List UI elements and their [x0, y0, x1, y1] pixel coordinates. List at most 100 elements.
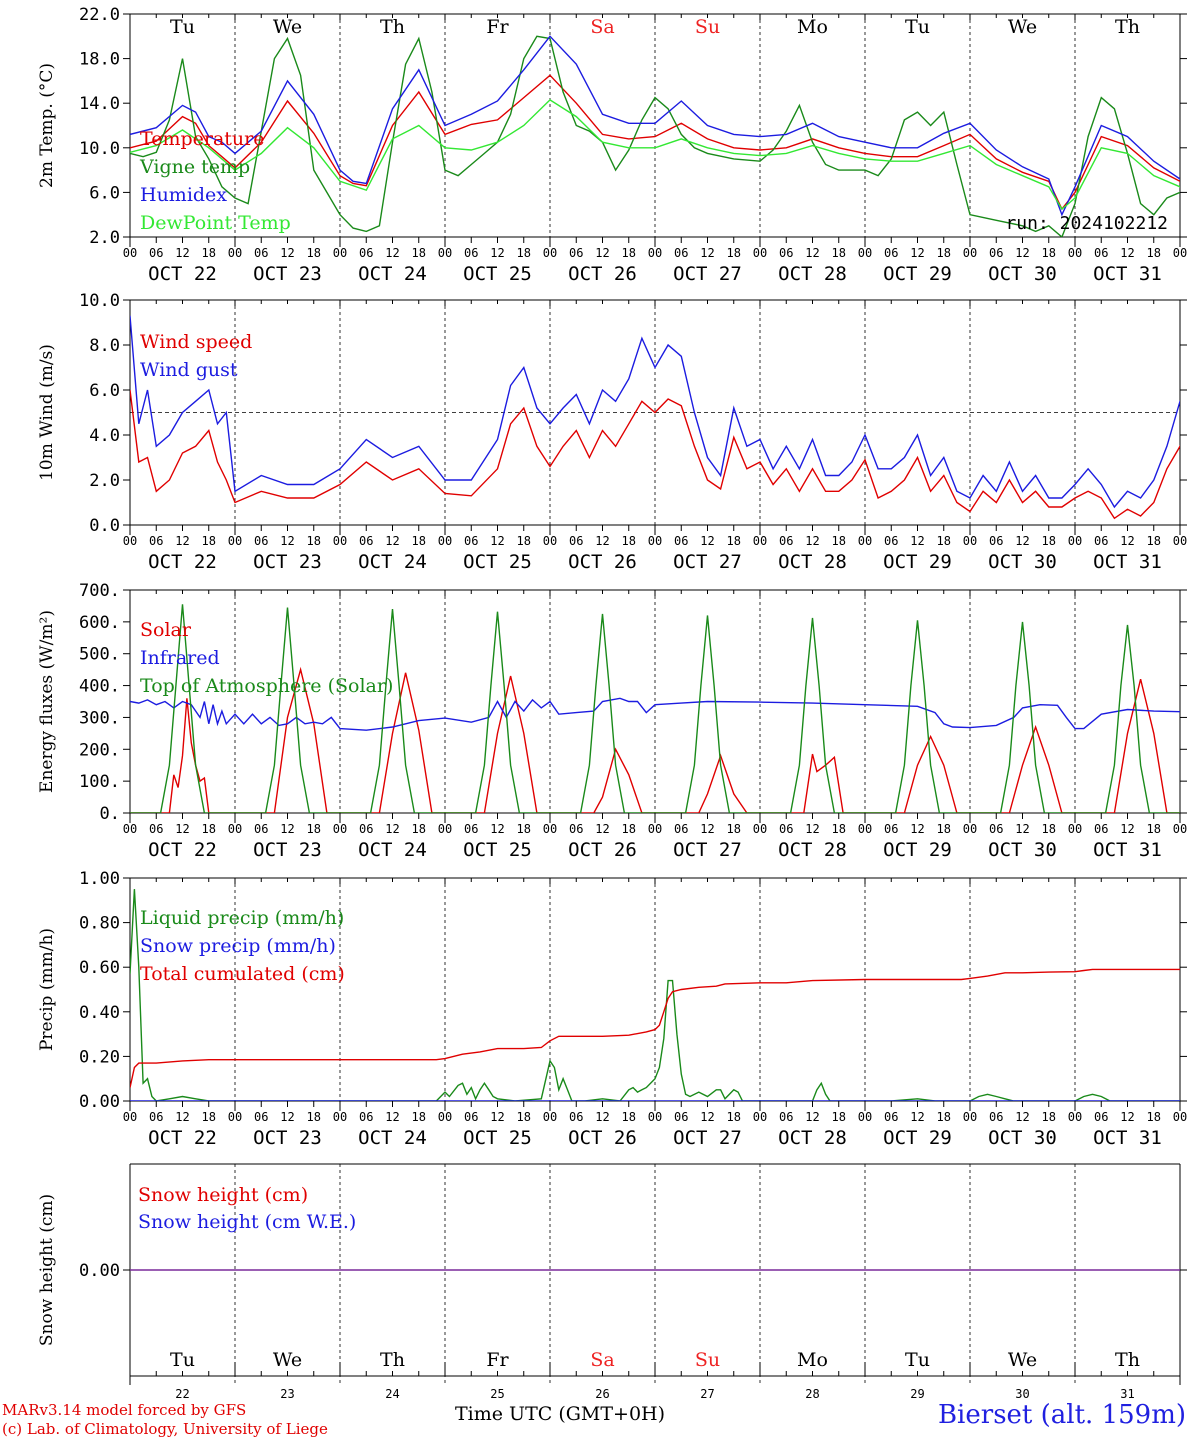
- hour-tick-label: 00: [963, 822, 977, 836]
- hour-tick-label: 00: [333, 822, 347, 836]
- hour-tick-label: 12: [1015, 246, 1029, 260]
- hour-tick-label: 12: [280, 246, 294, 260]
- hour-tick-label: 00: [333, 534, 347, 548]
- date-label: OCT 31: [1093, 551, 1162, 573]
- date-label: OCT 31: [1093, 839, 1162, 861]
- hour-tick-label: 06: [884, 534, 898, 548]
- time-axis-1: 00 06 12 18 00 06 12 18 00 06 12 18 00 06 12 18 00 06 12 18…: [123, 300, 1187, 573]
- hour-tick-label: 18: [1147, 822, 1161, 836]
- hour-tick-label: 18: [412, 1110, 426, 1124]
- hour-tick-label: 18: [727, 534, 741, 548]
- hour-tick-label: 00: [333, 246, 347, 260]
- day-number: 27: [700, 1387, 714, 1401]
- hour-tick-label: 00: [123, 1110, 137, 1124]
- legend-entry: Humidex: [140, 184, 227, 206]
- hour-tick-label: 18: [517, 534, 531, 548]
- day-number: 28: [805, 1387, 819, 1401]
- legend-entry: Solar: [140, 619, 192, 641]
- hour-tick-label: 00: [858, 246, 872, 260]
- hour-tick-label: 12: [490, 534, 504, 548]
- hour-tick-label: 18: [517, 246, 531, 260]
- hour-tick-label: 06: [464, 246, 478, 260]
- hour-tick-label: 12: [1015, 1110, 1029, 1124]
- hour-tick-label: 00: [1173, 1110, 1187, 1124]
- date-label: OCT 26: [568, 263, 637, 285]
- hour-tick-label: 12: [700, 1110, 714, 1124]
- hour-tick-label: 12: [280, 1110, 294, 1124]
- legend-entry: Total cumulated (cm): [140, 963, 345, 985]
- y-tick-label: 22.0: [79, 5, 120, 25]
- hour-tick-label: 18: [622, 246, 636, 260]
- series-humidex: [130, 35, 1180, 217]
- hour-tick-label: 00: [858, 534, 872, 548]
- day-label: Su: [695, 1349, 720, 1371]
- hour-tick-label: 00: [1068, 822, 1082, 836]
- y-axis-label: 2m Temp. (°C): [37, 63, 57, 188]
- hour-tick-label: 18: [517, 1110, 531, 1124]
- hour-tick-label: 06: [359, 246, 373, 260]
- hour-tick-label: 06: [989, 246, 1003, 260]
- hour-tick-label: 12: [1120, 1110, 1134, 1124]
- date-label: OCT 24: [358, 263, 427, 285]
- day-label: We: [1008, 16, 1037, 38]
- hour-tick-label: 12: [595, 822, 609, 836]
- hour-tick-label: 12: [910, 822, 924, 836]
- hour-tick-label: 06: [254, 534, 268, 548]
- date-label: OCT 29: [883, 263, 952, 285]
- hour-tick-label: 06: [359, 534, 373, 548]
- hour-tick-label: 00: [1173, 246, 1187, 260]
- series-wind-gust: [130, 315, 1180, 509]
- hour-tick-label: 12: [280, 822, 294, 836]
- hour-tick-label: 18: [622, 1110, 636, 1124]
- hour-tick-label: 12: [595, 1110, 609, 1124]
- date-label: OCT 31: [1093, 1127, 1162, 1149]
- hour-tick-label: 06: [674, 534, 688, 548]
- hour-tick-label: 18: [307, 534, 321, 548]
- hour-tick-label: 06: [254, 1110, 268, 1124]
- date-label: OCT 30: [988, 263, 1057, 285]
- y-tick-label: 6.0: [89, 183, 120, 203]
- panel-frame-0: [129, 13, 1181, 238]
- hour-tick-label: 06: [569, 534, 583, 548]
- hour-tick-label: 18: [1042, 1110, 1056, 1124]
- time-axis-2: 00 06 12 18 00 06 12 18 00 06 12 18 00 06 12 18 00 06 12 18…: [123, 590, 1187, 861]
- date-label: OCT 25: [463, 551, 532, 573]
- hour-tick-label: 12: [910, 246, 924, 260]
- hour-tick-label: 12: [700, 534, 714, 548]
- y-tick-label: 10.0: [79, 291, 120, 311]
- hour-tick-label: 18: [622, 822, 636, 836]
- hour-tick-label: 06: [149, 534, 163, 548]
- time-axis-0: 00 06 12 18 00 06 12 18 00 06 12 18 00 06 12 18 00 06 12 18…: [123, 14, 1187, 285]
- day-number: 31: [1120, 1387, 1134, 1401]
- date-label: OCT 30: [988, 551, 1057, 573]
- hour-tick-label: 12: [805, 822, 819, 836]
- series-solar: [130, 666, 1180, 813]
- hour-tick-label: 12: [910, 1110, 924, 1124]
- y-tick-label: 0.0: [89, 516, 120, 536]
- hour-tick-label: 06: [1094, 246, 1108, 260]
- series-infrared: [130, 697, 1180, 731]
- hour-tick-label: 06: [464, 822, 478, 836]
- hour-tick-label: 06: [884, 246, 898, 260]
- date-label: OCT 27: [673, 263, 742, 285]
- legend-entry: Snow height (cm W.E.): [138, 1211, 356, 1233]
- date-label: OCT 29: [883, 551, 952, 573]
- day-label: Fr: [486, 1349, 509, 1371]
- hour-tick-label: 00: [228, 1110, 242, 1124]
- y-tick-label: 0.00: [79, 1092, 120, 1112]
- y-tick-label: 0.20: [79, 1047, 120, 1067]
- hour-tick-label: 06: [1094, 534, 1108, 548]
- hour-tick-label: 00: [963, 246, 977, 260]
- hour-tick-label: 06: [569, 822, 583, 836]
- date-label: OCT 22: [148, 551, 217, 573]
- hour-tick-label: 12: [1120, 822, 1134, 836]
- day-label: Fr: [486, 16, 509, 38]
- time-axis-3: 00 06 12 18 00 06 12 18 00 06 12 18 00 06 12 18 00 06 12 18…: [123, 878, 1187, 1149]
- hour-tick-label: 18: [832, 246, 846, 260]
- hour-tick-label: 06: [779, 246, 793, 260]
- hour-tick-label: 18: [202, 246, 216, 260]
- y-tick-label: 0.40: [79, 1003, 120, 1023]
- time-axis-label: Time UTC (GMT+0H): [455, 1403, 666, 1425]
- series-total-cumulated-cm-: [130, 968, 1180, 1088]
